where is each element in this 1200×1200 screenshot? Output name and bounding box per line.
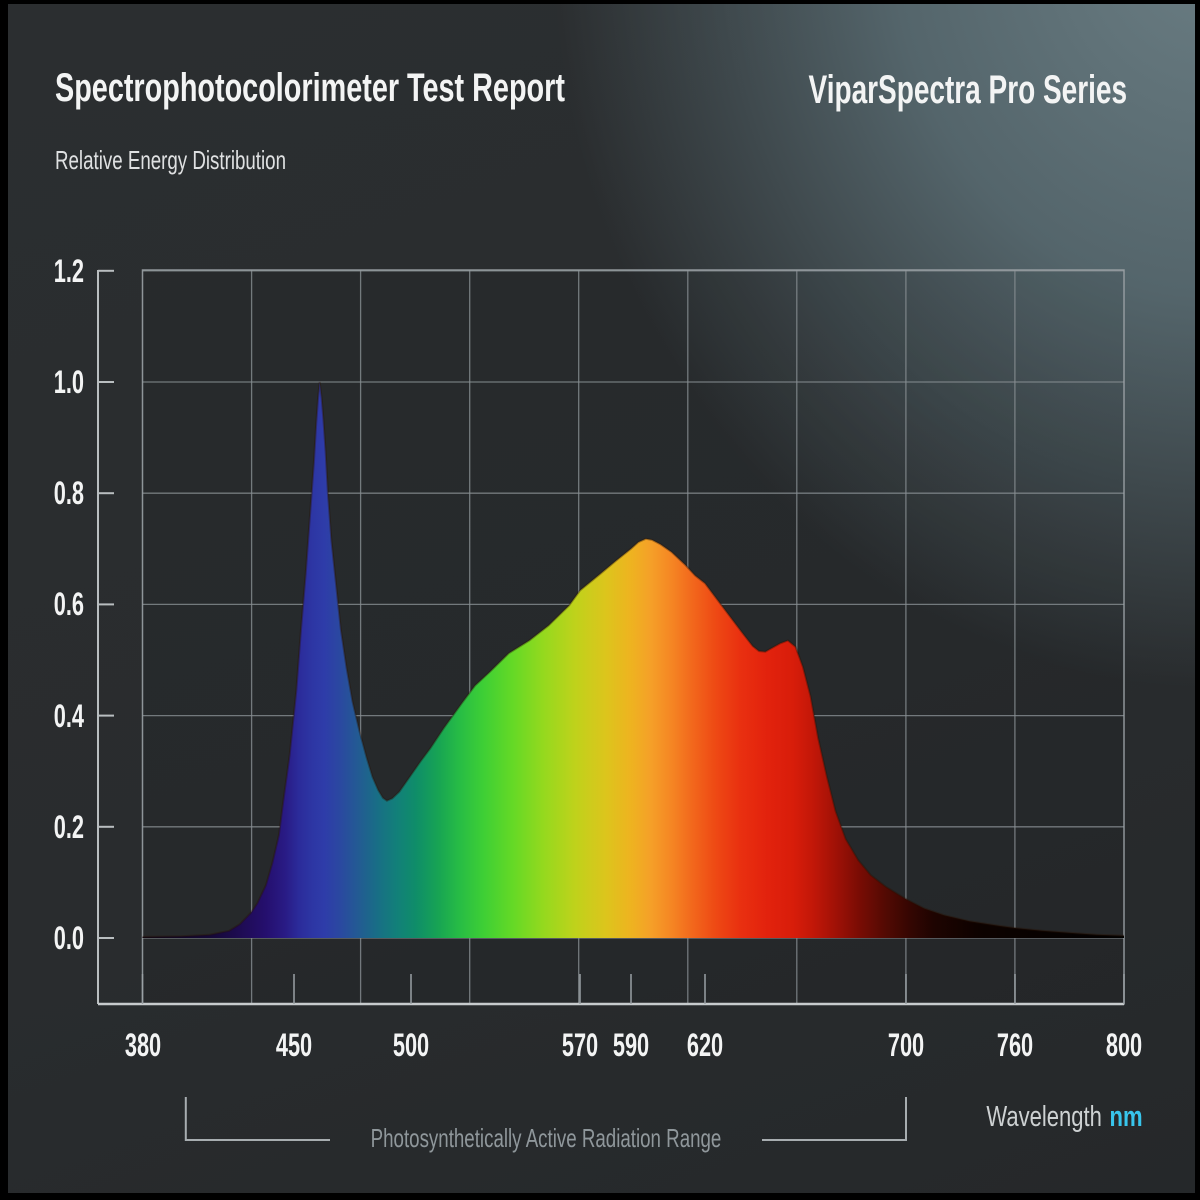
screenshot-root: { "header": { "title": "Spectrophotocolo… <box>0 0 1200 1200</box>
screen-edge-left <box>0 0 8 1200</box>
wavelength-unit: nm <box>1110 1101 1143 1133</box>
x-tick-label: 500 <box>380 1026 441 1064</box>
screen-edge-top <box>0 0 1200 4</box>
screen-edge-bottom <box>0 1193 1200 1200</box>
y-tick-label: 1.0 <box>45 363 84 401</box>
x-axis-title: Wavelengthnm <box>987 1097 1143 1137</box>
brand-name: ViparSpectra Pro Series <box>808 64 1127 116</box>
y-tick-label: 0.6 <box>45 585 84 623</box>
x-tick-label: 620 <box>674 1026 735 1064</box>
x-tick-label: 450 <box>263 1026 324 1064</box>
y-tick-label: 0.8 <box>45 474 84 512</box>
chart-subtitle: Relative Energy Distribution <box>55 142 286 178</box>
x-tick-label: 700 <box>875 1026 936 1064</box>
page-title: Spectrophotocolorimeter Test Report <box>55 62 565 114</box>
y-tick-label: 1.2 <box>45 252 84 290</box>
spectrum-chart <box>0 0 1200 1200</box>
x-tick-label: 760 <box>984 1026 1045 1064</box>
y-tick-label: 0.4 <box>45 697 84 735</box>
screen-edge-right <box>1195 0 1200 1200</box>
par-range-label: Photosynthetically Active Radiation Rang… <box>352 1118 741 1158</box>
x-tick-label: 590 <box>600 1026 661 1064</box>
y-tick-label: 0.0 <box>45 919 84 957</box>
y-tick-label: 0.2 <box>45 808 84 846</box>
x-tick-label: 800 <box>1093 1026 1154 1064</box>
wavelength-label: Wavelength <box>987 1101 1103 1133</box>
x-tick-label: 380 <box>112 1026 173 1064</box>
